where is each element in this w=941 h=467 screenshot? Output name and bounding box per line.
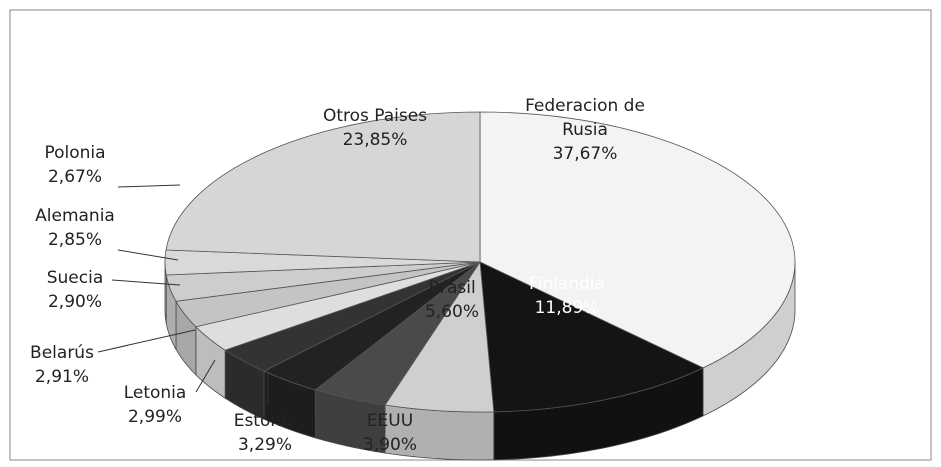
pie-slice [175,261,481,376]
leader-line [195,359,216,393]
value-label: 2,90% [47,292,103,312]
category-label: Finlandia [529,274,605,294]
category-label: EEUU [366,411,414,431]
pie-slice [479,261,705,461]
slice-label: Brasil 5,60% [425,276,479,324]
value-label: 2,99% [127,407,182,427]
category-label: Federacion de Rusia [525,96,645,140]
category-label: Belarús [30,343,94,363]
slice-top [479,111,796,369]
leader-line [97,329,196,353]
category-label: Suecia [46,268,104,288]
value-label: 3,29% [237,435,292,455]
category-label: Polonia [44,143,106,163]
category-label: Letonia [123,383,187,403]
slice-label: Suecia 2,90% [47,266,104,314]
slice-label: Estonia 3,29% [234,409,297,457]
slice-label: Letonia 2,99% [124,381,187,429]
slice-label: Otros Paises 23,85% [323,104,427,152]
slice-label: Finlandia 11,89% [529,272,605,320]
slice-label: EEUU 3,90% [363,409,417,457]
category-label: Otros Paises [322,106,428,126]
value-label: 3,90% [362,435,418,455]
slice-top [165,111,481,263]
value-label: 11,89% [534,298,600,318]
value-label: 37,67% [552,144,618,164]
value-label: 2,85% [47,230,102,250]
value-label: 23,85% [342,130,408,150]
pie-slice [384,260,495,461]
slice-label: Alemania 2,85% [35,204,115,252]
slice-top [479,261,705,413]
slice-label: Polonia 2,67% [44,141,105,189]
category-label: Estonia [233,411,297,431]
slice-label: Federacion de Rusia 37,67% [503,94,668,166]
leader-line [117,184,181,188]
leader-line [111,279,181,286]
slice-label: Belarús 2,91% [30,341,94,389]
leader-line [117,249,179,261]
category-label: Brasil [428,278,476,298]
value-label: 2,67% [47,167,102,187]
value-label: 2,91% [34,367,90,387]
category-label: Alemania [35,206,115,226]
pie-slice [165,111,481,263]
value-label: 5,60% [424,302,480,322]
